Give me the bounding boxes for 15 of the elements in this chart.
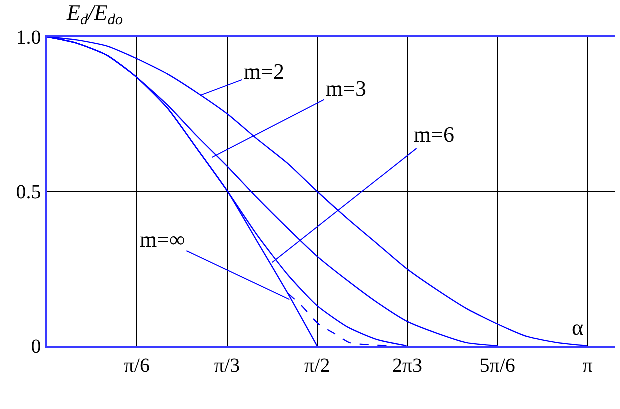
x-tick-label: 2π3	[392, 354, 423, 377]
x-tick-label: π/2	[304, 354, 330, 377]
annotation: m=∞	[140, 227, 186, 252]
annotation: m=2	[244, 59, 285, 84]
y-tick-label: 1.0	[16, 27, 42, 49]
annotation: m=3	[326, 76, 367, 101]
x-tick-label: π	[582, 354, 593, 377]
x-tick-label: π/6	[124, 354, 150, 377]
y-axis-title: E$_{d}$/E$_{do}$	[66, 0, 124, 29]
y-tick-label: 0.5	[16, 182, 42, 204]
x-axis-title: α	[572, 315, 584, 340]
x-tick-label: 5π/6	[480, 354, 516, 377]
y-tick-label: 0	[31, 336, 42, 358]
annotation: m=6	[414, 122, 455, 147]
x-tick-label: π/3	[214, 354, 240, 377]
